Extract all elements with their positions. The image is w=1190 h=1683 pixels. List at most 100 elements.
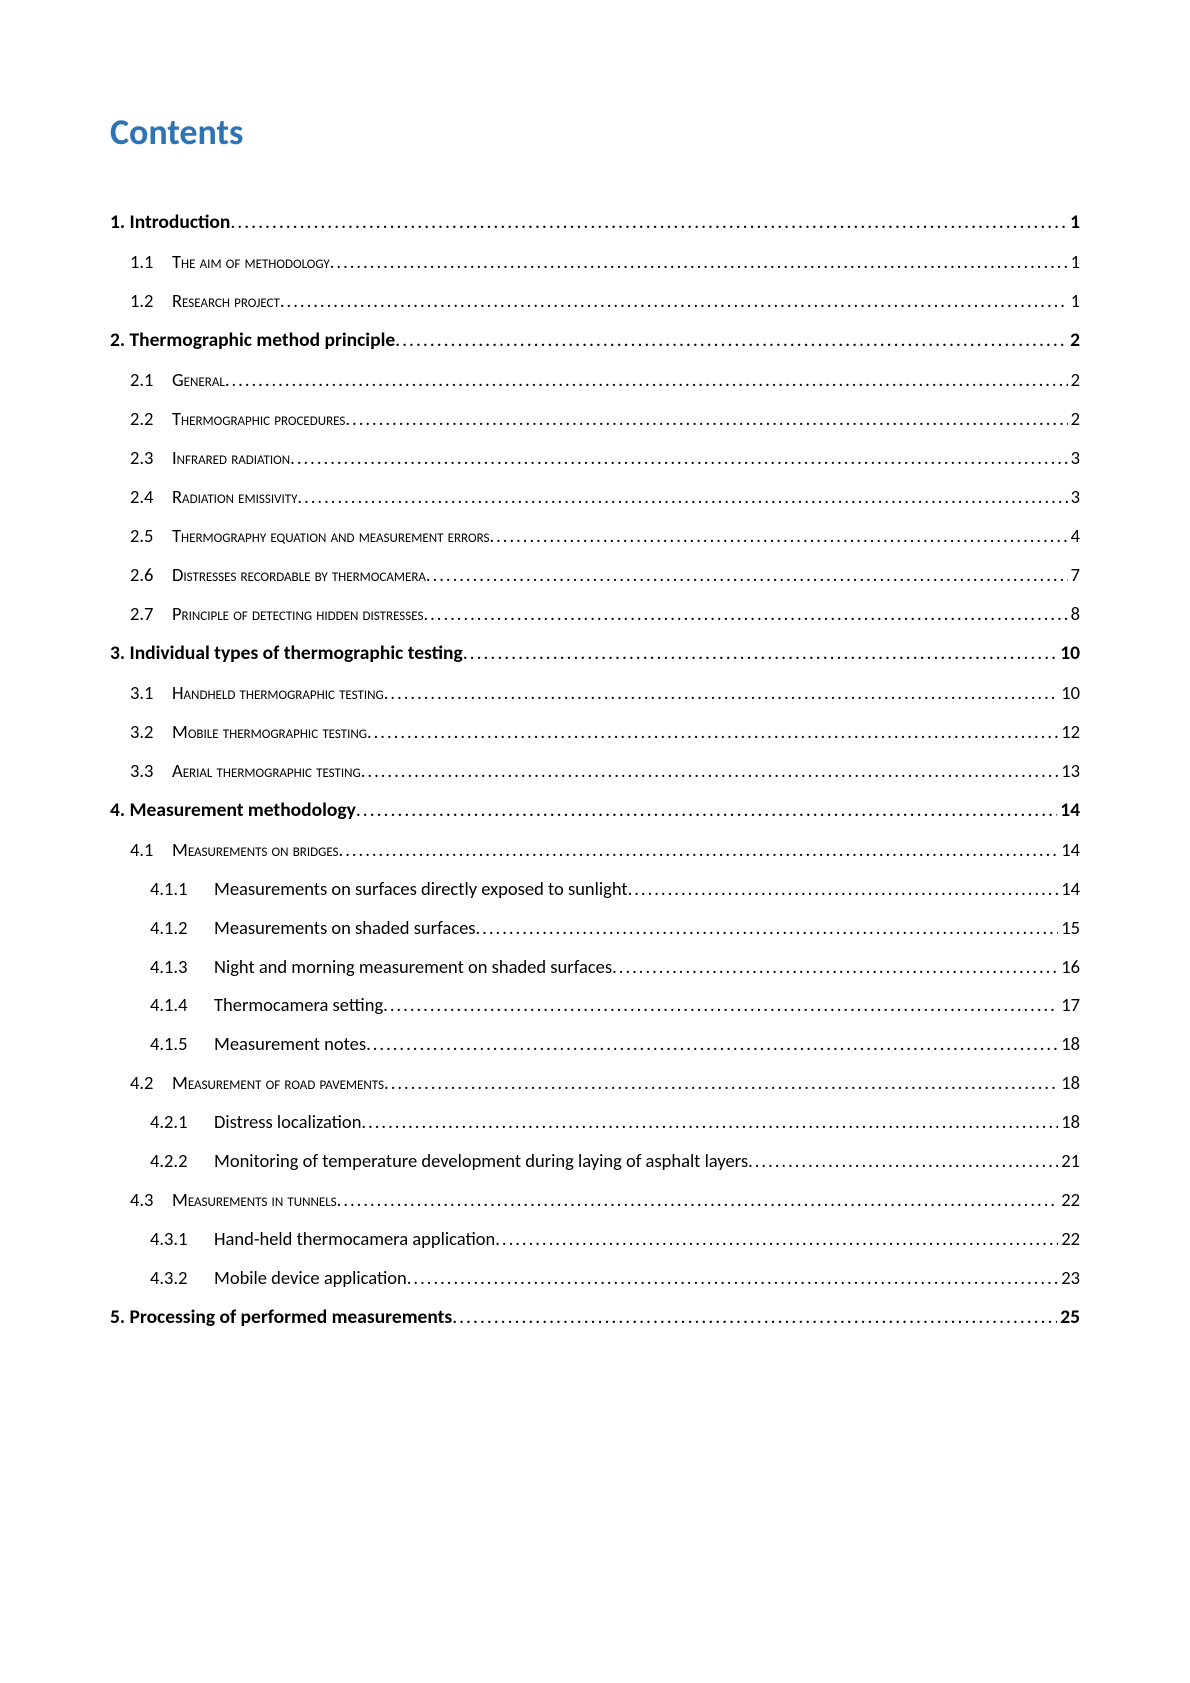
toc-leader-dots: [280, 288, 1068, 314]
toc-leader-dots: [748, 1148, 1058, 1174]
toc-entry: 4.1.5Measurement notes 18: [150, 1031, 1080, 1057]
toc-entry-page: 10: [1057, 640, 1080, 667]
toc-entry-text: Measurements in tunnels: [172, 1187, 337, 1213]
toc-leader-dots: [290, 445, 1067, 471]
toc-entry-number: 4.3.2: [150, 1265, 214, 1291]
toc-leader-dots: [612, 954, 1058, 980]
toc-leader-dots: [383, 992, 1058, 1018]
toc-entry-text: Distresses recordable by thermocamera: [172, 562, 426, 588]
toc-entry: 2.6Distresses recordable by thermocamera…: [130, 562, 1080, 588]
toc-entry-number: 2.1: [130, 367, 172, 393]
toc-entry-text: Measurement notes: [214, 1031, 366, 1057]
toc-leader-dots: [426, 562, 1068, 588]
toc-leader-dots: [337, 1187, 1059, 1213]
toc-entry: 4.1.1Measurements on surfaces directly e…: [150, 876, 1080, 902]
toc-entry-text: Thermography equation and measurement er…: [172, 523, 489, 549]
toc-leader-dots: [384, 680, 1059, 706]
toc-entry-page: 14: [1058, 876, 1080, 902]
toc-entry-page: 3: [1068, 484, 1080, 510]
toc-leader-dots: [495, 1226, 1058, 1252]
toc-leader-dots: [628, 876, 1059, 902]
toc-entry: 4.1.4Thermocamera setting 17: [150, 992, 1080, 1018]
toc-entry-number: 4.1: [130, 837, 172, 863]
page: Contents 1. Introduction 1 1.1The aim of …: [0, 0, 1190, 1683]
toc-entry: 4.1.3Night and morning measurement on sh…: [150, 954, 1080, 980]
toc-entry-page: 22: [1058, 1187, 1080, 1213]
toc-entry-number: 4.1.4: [150, 992, 214, 1018]
toc-entry: 4.2Measurement of road pavements 18: [130, 1070, 1080, 1096]
toc-entry-page: 1: [1068, 288, 1080, 314]
toc-leader-dots: [476, 915, 1059, 941]
toc-entry-text: Night and morning measurement on shaded …: [214, 954, 612, 980]
toc-entry: 2. Thermographic method principle 2: [110, 327, 1080, 354]
toc-entry: 3.3Aerial thermographic testing 13: [130, 758, 1080, 784]
toc-entry-number: 4.1.1: [150, 876, 214, 902]
toc-entry: 1.2Research project 1: [130, 288, 1080, 314]
toc-entry-number: 4.2.2: [150, 1148, 214, 1174]
toc-entry-number: 2.5: [130, 523, 172, 549]
toc-entry-text: Measurements on shaded surfaces: [214, 915, 476, 941]
toc-leader-dots: [297, 484, 1067, 510]
toc-entry-number: 2.2: [130, 406, 172, 432]
toc-leader-dots: [330, 249, 1068, 275]
toc-entry-page: 18: [1058, 1070, 1080, 1096]
toc-entry: 2.7Principle of detecting hidden distres…: [130, 601, 1080, 627]
toc-entry-page: 18: [1058, 1031, 1080, 1057]
toc-entry: 2.2Thermographic procedures 2: [130, 406, 1080, 432]
toc-entry-page: 1: [1067, 209, 1080, 236]
toc-entry-page: 23: [1058, 1265, 1080, 1291]
toc-entry-number: 4.3.1: [150, 1226, 214, 1252]
toc-leader-dots: [384, 1070, 1058, 1096]
toc-entry-page: 2: [1068, 406, 1080, 432]
toc-leader-dots: [356, 797, 1057, 824]
toc-entry-number: 2.7: [130, 601, 172, 627]
toc-entry-number: 2.4: [130, 484, 172, 510]
toc-entry-page: 8: [1068, 601, 1080, 627]
toc-entry-text: Thermographic procedures: [172, 406, 345, 432]
toc-entry-text: Distress localization: [214, 1109, 361, 1135]
toc-entry-page: 3: [1068, 445, 1080, 471]
toc-entry-text: Principle of detecting hidden distresses: [172, 601, 423, 627]
toc-entry-number: 4.2: [130, 1070, 172, 1096]
toc-leader-dots: [361, 1109, 1058, 1135]
toc-leader-dots: [361, 758, 1058, 784]
toc-entry-page: 4: [1068, 523, 1080, 549]
toc-entry-page: 17: [1058, 992, 1080, 1018]
toc-entry: 5. Processing of performed measurements …: [110, 1304, 1080, 1331]
toc-entry-number: 4.1.2: [150, 915, 214, 941]
toc-leader-dots: [367, 719, 1058, 745]
toc-entry-page: 12: [1058, 719, 1080, 745]
toc-entry-text: Mobile thermographic testing: [172, 719, 367, 745]
toc-entry-text: Handheld thermographic testing: [172, 680, 384, 706]
toc-leader-dots: [452, 1304, 1057, 1331]
toc-entry-lead: 3. Individual types of thermographic tes…: [110, 640, 463, 667]
toc-entry-lead: 1. Introduction: [110, 209, 230, 236]
toc-leader-dots: [366, 1031, 1058, 1057]
toc-entry: 4.3Measurements in tunnels 22: [130, 1187, 1080, 1213]
toc-container: 1. Introduction 1 1.1The aim of methodolo…: [110, 209, 1080, 1331]
toc-entry-number: 4.2.1: [150, 1109, 214, 1135]
toc-entry: 4.1Measurements on bridges 14: [130, 837, 1080, 863]
toc-entry-number: 4.1.3: [150, 954, 214, 980]
toc-entry-number: 2.6: [130, 562, 172, 588]
toc-entry-number: 1.1: [130, 249, 172, 275]
toc-leader-dots: [407, 1265, 1058, 1291]
toc-entry-text: Aerial thermographic testing: [172, 758, 361, 784]
toc-leader-dots: [463, 640, 1058, 667]
toc-entry-text: Monitoring of temperature development du…: [214, 1148, 748, 1174]
toc-entry-page: 21: [1058, 1148, 1080, 1174]
toc-entry-page: 2: [1067, 327, 1080, 354]
toc-entry-text: The aim of methodology: [172, 249, 330, 275]
toc-entry-number: 3.2: [130, 719, 172, 745]
toc-entry-text: Mobile device application: [214, 1265, 407, 1291]
toc-entry: 4.2.2Monitoring of temperature developme…: [150, 1148, 1080, 1174]
toc-entry-page: 15: [1058, 915, 1080, 941]
contents-title: Contents: [110, 110, 1080, 154]
toc-entry-page: 22: [1058, 1226, 1080, 1252]
toc-entry-text: Thermocamera setting: [214, 992, 383, 1018]
toc-entry-text: Measurement of road pavements: [172, 1070, 384, 1096]
toc-entry-page: 14: [1058, 837, 1080, 863]
toc-leader-dots: [395, 327, 1067, 354]
toc-entry-page: 14: [1057, 797, 1080, 824]
toc-entry: 1.1The aim of methodology 1: [130, 249, 1080, 275]
